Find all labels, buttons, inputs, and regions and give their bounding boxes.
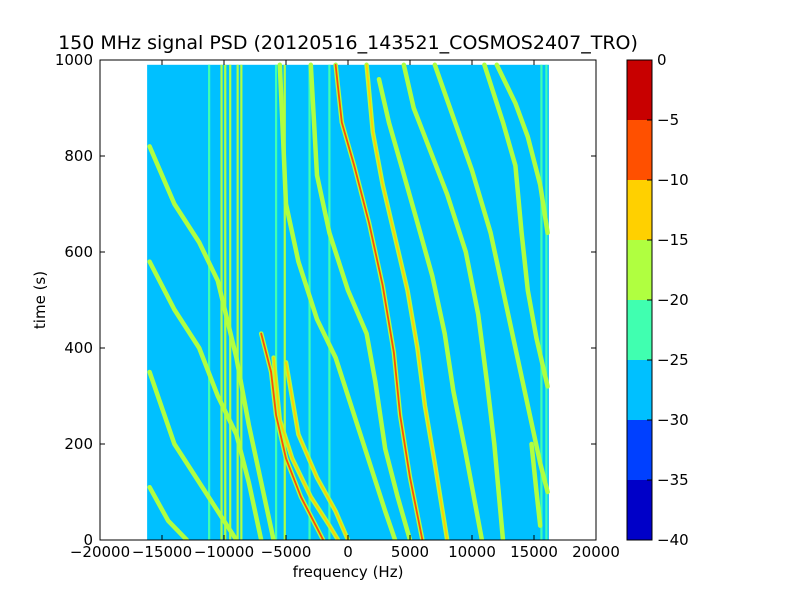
x-tick-label: 20000 (572, 543, 620, 561)
colorbar-tick-label: −40 (657, 531, 689, 549)
y-tick-label: 200 (64, 435, 93, 453)
x-tick-label: −10000 (194, 543, 254, 561)
colorbar-tick-label: −25 (657, 351, 689, 369)
colorbar-tick-label: 0 (657, 51, 667, 69)
psd-track (334, 63, 424, 540)
colorbar-tick-label: −30 (657, 411, 689, 429)
x-axis: −20000 −15000 −10000 −5000 0 5000 10000 15000 20… (70, 60, 620, 561)
colorbar-tick-label: −20 (657, 291, 689, 309)
psd-track-halo (376, 76, 485, 540)
psd-track (272, 356, 340, 540)
psd-track (365, 63, 449, 540)
psd-track-halo (432, 62, 550, 495)
psd-track-halo (494, 62, 550, 236)
plot-area (147, 62, 550, 540)
colorbar-segment (627, 60, 652, 120)
psd-track-halo (147, 369, 239, 540)
y-tick-label: 800 (64, 147, 93, 165)
y-axis: 0 200 400 600 800 1000 (55, 51, 596, 549)
colorbar-segment (627, 120, 652, 180)
psd-track-halo (529, 441, 543, 528)
x-tick-label: −5000 (261, 543, 312, 561)
psd-track-halo (147, 144, 276, 540)
colorbar-segment (627, 240, 652, 300)
colorbar-tick-label: −5 (657, 111, 679, 129)
y-tick-label: 600 (64, 243, 93, 261)
colorbar-tick-label: −35 (657, 471, 689, 489)
psd-track-halo (401, 62, 506, 540)
colorbar: 0 −5 −10 −15 −20 −25 −30 −35 −40 (626, 51, 689, 549)
psd-track-halo (277, 62, 398, 540)
x-tick-label: 15000 (510, 543, 558, 561)
x-tick-label: −20000 (70, 543, 130, 561)
psd-track-halo (482, 62, 550, 389)
y-tick-label: 400 (64, 339, 93, 357)
colorbar-segment (627, 480, 652, 540)
y-axis-label: time (s) (31, 271, 49, 329)
x-axis-label: frequency (Hz) (293, 563, 404, 581)
psd-track-halo (308, 62, 413, 540)
psd-track (260, 332, 325, 540)
psd-track-halo (147, 484, 190, 540)
colorbar-segment (627, 180, 652, 240)
colorbar-segment (627, 300, 652, 360)
colorbar-tick-label: −10 (657, 171, 689, 189)
colorbar-tick-label: −15 (657, 231, 689, 249)
colorbar-segment (627, 420, 652, 480)
y-tick-label: 0 (83, 531, 93, 549)
psd-track-halo (147, 259, 264, 540)
y-tick-label: 1000 (55, 51, 93, 69)
chart-title: 150 MHz signal PSD (20120516_143521_COSM… (58, 32, 638, 54)
colorbar-segment (627, 360, 652, 420)
psd-track (285, 361, 349, 540)
x-tick-label: 10000 (448, 543, 496, 561)
x-tick-label: 5000 (391, 543, 429, 561)
x-tick-label: −15000 (132, 543, 192, 561)
x-tick-label: 0 (343, 543, 353, 561)
